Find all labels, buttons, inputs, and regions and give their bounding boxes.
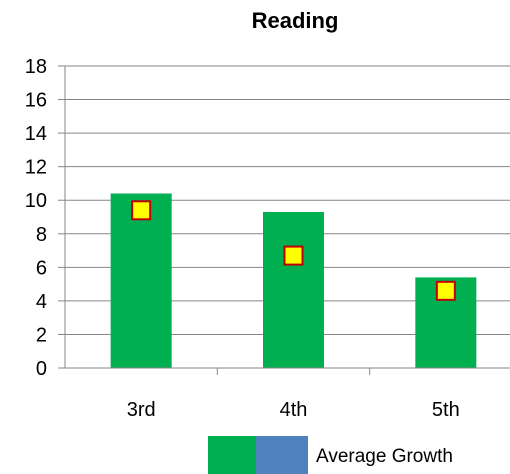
legend-swatch-green [208,436,256,474]
y-tick-label: 16 [25,90,47,112]
y-tick-label: 4 [36,291,47,313]
y-tick-label: 0 [36,358,47,380]
bars [110,193,477,368]
y-axis-ticks: 0 2 4 6 8 10 12 14 16 18 [25,56,65,380]
marker-3rd [131,200,152,221]
bar-3rd [110,193,172,368]
y-tick-label: 6 [36,257,47,279]
marker-5th [435,280,456,301]
marker-4th [283,245,304,266]
x-tick-label: 4th [280,399,308,421]
legend-swatch-blue [256,436,308,474]
y-tick-label: 8 [36,224,47,246]
markers [131,200,456,301]
y-tick-label: 2 [36,324,47,346]
chart-title: Reading [252,8,339,33]
axes [58,66,510,369]
y-tick-label: 10 [25,190,47,212]
legend-label-average-growth: Average Growth [316,446,453,467]
x-axis-ticks: 3rd 4th 5th [127,368,460,421]
x-tick-label: 3rd [127,399,156,421]
bar-4th [263,211,324,368]
y-tick-label: 14 [25,123,47,145]
y-tick-label: 18 [25,56,47,78]
x-tick-label: 5th [432,399,460,421]
legend: Average Growth [208,436,453,474]
y-tick-label: 12 [25,157,47,179]
